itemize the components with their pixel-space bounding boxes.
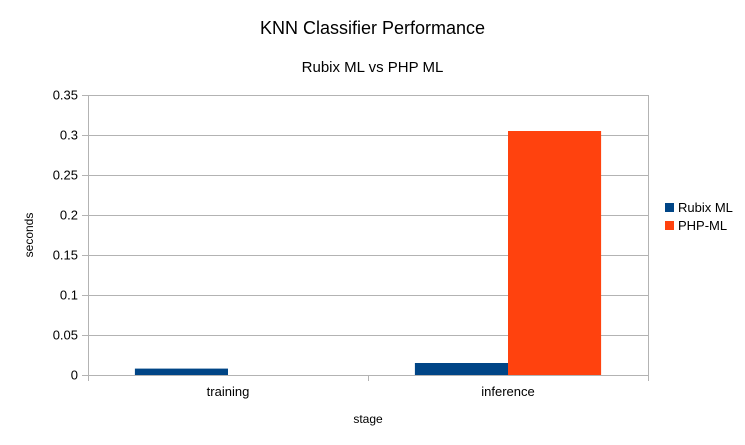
legend-swatch	[665, 221, 674, 230]
chart-subtitle: Rubix ML vs PHP ML	[301, 59, 444, 76]
bar-rubix-ml-training	[134, 368, 228, 375]
legend-swatch	[665, 203, 674, 212]
y-tick-label: 0.2	[60, 208, 78, 223]
x-tick-label: training	[207, 384, 250, 399]
y-tick-label: 0.05	[53, 328, 78, 343]
y-tick-label: 0.3	[60, 128, 78, 143]
bar-rubix-ml-inference	[414, 363, 508, 375]
bar-php-ml-inference	[508, 131, 602, 375]
x-tick-label: inference	[481, 384, 534, 399]
legend-label: Rubix ML	[678, 200, 733, 215]
legend-label: PHP-ML	[678, 218, 727, 233]
y-tick-label: 0.25	[53, 168, 78, 183]
y-tick-label: 0.35	[53, 88, 78, 103]
y-tick-label: 0.1	[60, 288, 78, 303]
y-tick-label: 0.15	[53, 248, 78, 263]
y-tick-label: 0	[71, 368, 78, 383]
y-axis-title: seconds	[22, 213, 36, 258]
chart-title: KNN Classifier Performance	[259, 18, 486, 38]
x-axis-title: stage	[353, 412, 383, 426]
